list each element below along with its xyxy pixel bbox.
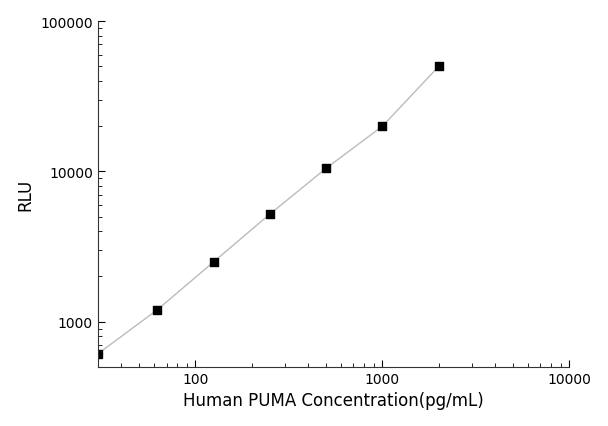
Y-axis label: RLU: RLU bbox=[16, 178, 35, 211]
Point bbox=[321, 165, 331, 172]
Point bbox=[434, 64, 444, 71]
Point bbox=[265, 211, 275, 218]
Point bbox=[378, 124, 387, 130]
Point bbox=[209, 259, 218, 266]
Point bbox=[93, 351, 103, 357]
X-axis label: Human PUMA Concentration(pg/mL): Human PUMA Concentration(pg/mL) bbox=[183, 391, 484, 409]
Point bbox=[153, 307, 162, 314]
